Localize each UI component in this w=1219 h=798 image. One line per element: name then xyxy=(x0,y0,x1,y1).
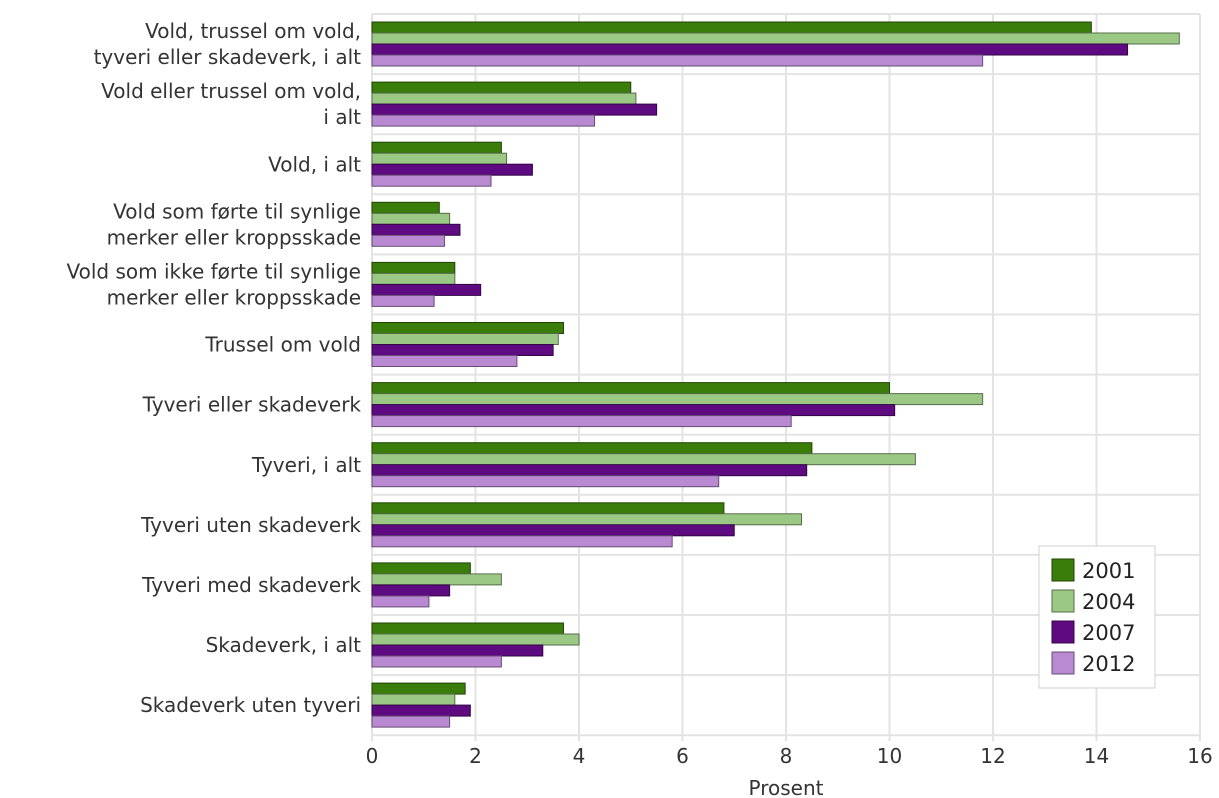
category-label: Vold, trussel om vold, xyxy=(145,19,361,43)
category-label: merker eller kroppsskade xyxy=(107,225,361,249)
bar-2007 xyxy=(371,644,544,657)
category-label: Vold eller trussel om vold, xyxy=(101,79,361,103)
bar-2007 xyxy=(371,163,533,176)
bar-2004 xyxy=(371,272,456,285)
category-label: Tyveri, i alt xyxy=(251,453,361,477)
bar-2007 xyxy=(371,404,896,417)
bar-2004 xyxy=(371,513,803,526)
bar-2012 xyxy=(371,54,984,67)
bar-2007 xyxy=(371,704,471,717)
bar-2007 xyxy=(371,344,554,356)
bar-2012 xyxy=(371,174,492,187)
bar-2001 xyxy=(371,322,564,334)
category-label: i alt xyxy=(323,105,361,129)
x-axis-title: Prosent xyxy=(749,776,824,798)
legend: 2001 2004 2007 2012 xyxy=(1038,545,1156,689)
bar-2001 xyxy=(371,622,564,635)
x-tick-label: 14 xyxy=(1084,744,1109,768)
category-label: Skadeverk, i alt xyxy=(206,633,362,657)
category-label: Tyveri eller skadeverk xyxy=(142,393,362,417)
bar-2004 xyxy=(371,453,916,466)
bar-2001 xyxy=(371,442,813,455)
category-label: Tyveri uten skadeverk xyxy=(140,513,361,537)
legend-label: 2012 xyxy=(1082,652,1135,676)
bar-2012 xyxy=(371,595,430,608)
bar-2001 xyxy=(371,261,456,274)
bar-2012 xyxy=(371,294,435,307)
bar-2012 xyxy=(371,114,596,127)
bar-2001 xyxy=(371,81,632,94)
bar-2007 xyxy=(371,524,735,537)
bar-2007 xyxy=(371,103,658,116)
bar-2004 xyxy=(371,212,451,225)
legend-swatch xyxy=(1051,589,1075,613)
category-label: Vold som ikke førte til synlige xyxy=(66,259,361,283)
legend-swatch xyxy=(1051,558,1075,582)
bar-2001 xyxy=(371,502,725,515)
bar-2004 xyxy=(371,633,580,646)
bar-2012 xyxy=(371,475,720,488)
x-tick-label: 2 xyxy=(469,744,482,768)
category-label: Trussel om vold xyxy=(204,333,361,357)
legend-swatch xyxy=(1051,620,1075,644)
category-label: Skadeverk uten tyveri xyxy=(140,693,361,717)
x-tick-label: 0 xyxy=(366,744,379,768)
bar-2012 xyxy=(371,655,502,668)
bar-2004 xyxy=(371,32,1180,45)
bar-2004 xyxy=(371,573,502,586)
x-axis-ticks: 0 2 4 6 8 10 12 14 16 xyxy=(366,744,1213,768)
legend-label: 2001 xyxy=(1082,559,1135,583)
bar-2007 xyxy=(371,584,451,597)
legend-label: 2007 xyxy=(1082,621,1135,645)
x-tick-label: 16 xyxy=(1187,744,1212,768)
bar-2004 xyxy=(371,152,508,165)
category-label: tyveri eller skadeverk, i alt xyxy=(94,45,362,69)
bar-2004 xyxy=(371,393,984,406)
bar-2004 xyxy=(371,333,559,345)
bar-2001 xyxy=(371,382,890,395)
x-tick-label: 6 xyxy=(676,744,689,768)
category-label: merker eller kroppsskade xyxy=(107,285,361,309)
legend-label: 2004 xyxy=(1082,590,1135,614)
bar-2001 xyxy=(371,201,440,214)
bar-2001 xyxy=(371,141,502,154)
bar-2012 xyxy=(371,355,518,367)
bar-2007 xyxy=(371,43,1129,56)
legend-swatch xyxy=(1051,651,1075,675)
bar-2012 xyxy=(371,415,792,428)
bar-2004 xyxy=(371,92,637,105)
grid-lines xyxy=(371,13,1201,742)
bar-2012 xyxy=(371,715,451,728)
bar-2001 xyxy=(371,682,466,695)
bar-2007 xyxy=(371,223,461,236)
bar-2007 xyxy=(371,283,482,296)
category-labels: Vold, trussel om vold,tyveri eller skade… xyxy=(66,19,361,717)
bar-2012 xyxy=(371,234,445,247)
category-label: Vold, i alt xyxy=(268,152,361,176)
category-label: Vold som førte til synlige xyxy=(113,199,361,223)
bar-2001 xyxy=(371,562,471,575)
bar-2004 xyxy=(371,693,456,706)
x-tick-label: 8 xyxy=(780,744,793,768)
x-tick-label: 12 xyxy=(980,744,1005,768)
bars xyxy=(371,21,1180,728)
bar-2012 xyxy=(371,535,673,548)
x-tick-label: 4 xyxy=(573,744,586,768)
bar-2007 xyxy=(371,464,808,477)
x-tick-label: 10 xyxy=(877,744,902,768)
category-label: Tyveri med skadeverk xyxy=(141,573,361,597)
bar-2001 xyxy=(371,21,1092,34)
